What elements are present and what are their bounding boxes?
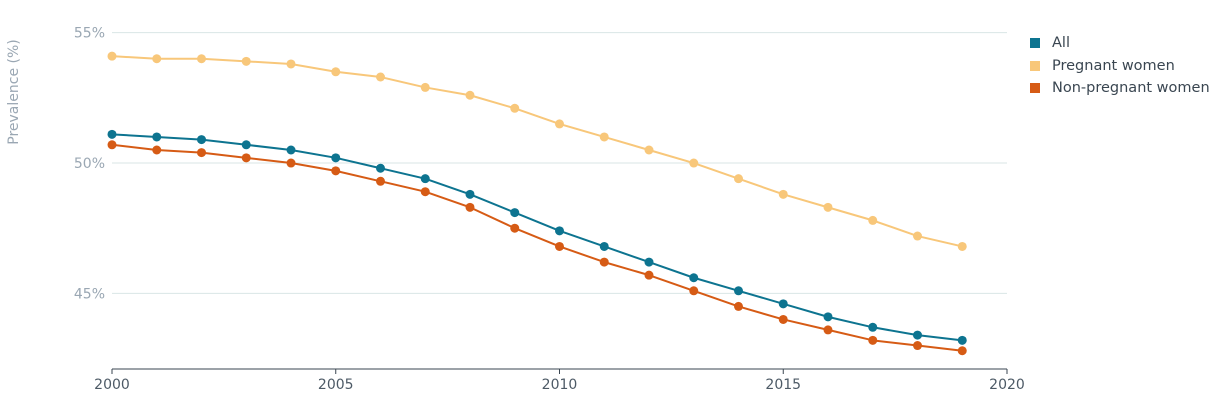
series-line-non-pregnant-women [111,143,963,352]
series-non-pregnant-women [107,140,967,356]
legend-label-non-pregnant-women: Non-pregnant women [1052,80,1210,97]
data-point-pregnant-women-2015[interactable] [778,189,788,199]
data-point-non-pregnant-women-2007[interactable] [420,187,430,197]
data-point-non-pregnant-women-2017[interactable] [868,335,878,345]
x-tick-label-2000: 2000 [94,377,130,393]
data-point-pregnant-women-2002[interactable] [197,54,206,64]
data-point-all-2000[interactable] [107,129,117,139]
y-tick-label-55: 55% [74,26,105,42]
data-point-pregnant-women-2001[interactable] [152,54,162,64]
data-point-all-2003[interactable] [241,140,251,150]
y-tick-label-50: 50% [74,156,105,172]
data-point-all-2014[interactable] [734,286,743,296]
data-point-non-pregnant-women-2000[interactable] [107,140,117,150]
gridlines [112,32,1007,294]
data-point-non-pregnant-women-2010[interactable] [555,241,564,251]
data-point-all-2004[interactable] [286,145,296,155]
series-line-pregnant-women [111,55,963,248]
data-point-pregnant-women-2010[interactable] [555,119,564,129]
data-point-non-pregnant-women-2014[interactable] [734,301,743,311]
legend: All Pregnant women Non-pregnant women [1030,32,1210,100]
y-axis-label: Prevalence (%) [6,39,22,145]
data-point-non-pregnant-women-2003[interactable] [241,153,251,163]
data-point-non-pregnant-women-2018[interactable] [913,341,922,351]
x-tick-label-2020: 2020 [989,377,1025,393]
data-point-all-2002[interactable] [197,135,206,145]
data-point-non-pregnant-women-2009[interactable] [510,223,520,233]
data-point-all-2012[interactable] [644,257,654,267]
legend-item-all[interactable]: All [1030,32,1210,55]
data-point-pregnant-women-2013[interactable] [689,158,699,168]
data-point-pregnant-women-2000[interactable] [107,51,117,61]
data-point-non-pregnant-women-2012[interactable] [644,270,654,280]
data-point-all-2018[interactable] [913,330,922,340]
data-point-all-2015[interactable] [778,299,788,309]
data-point-non-pregnant-women-2005[interactable] [331,166,341,176]
data-point-pregnant-women-2005[interactable] [331,67,341,77]
data-point-non-pregnant-women-2015[interactable] [778,314,788,324]
x-tick-label-2005: 2005 [318,377,354,393]
x-tick-label-2015: 2015 [765,377,801,393]
data-point-non-pregnant-women-2002[interactable] [197,148,206,158]
data-point-pregnant-women-2011[interactable] [599,132,609,142]
data-point-all-2010[interactable] [555,226,564,236]
data-point-pregnant-women-2009[interactable] [510,103,520,113]
data-point-all-2017[interactable] [868,322,878,332]
data-point-non-pregnant-women-2004[interactable] [286,158,296,168]
data-point-non-pregnant-women-2016[interactable] [823,325,833,335]
data-point-pregnant-women-2007[interactable] [420,82,430,92]
x-tick-label-2010: 2010 [542,377,578,393]
data-point-pregnant-women-2019[interactable] [957,241,967,251]
data-point-pregnant-women-2014[interactable] [734,174,743,184]
legend-swatch-pregnant-women [1030,60,1040,71]
x-axis-ticks: 2000 2005 2010 2015 2020 [94,369,1025,393]
data-point-pregnant-women-2006[interactable] [376,72,385,82]
data-point-non-pregnant-women-2019[interactable] [957,346,967,356]
data-point-all-2016[interactable] [823,312,833,322]
series-all [107,129,967,345]
data-point-non-pregnant-women-2011[interactable] [599,257,609,267]
data-point-pregnant-women-2012[interactable] [644,145,654,155]
legend-swatch-non-pregnant-women [1030,83,1040,94]
data-point-pregnant-women-2004[interactable] [286,59,296,69]
data-point-pregnant-women-2008[interactable] [465,90,475,100]
data-point-non-pregnant-women-2013[interactable] [689,286,699,296]
y-tick-label-45: 45% [74,286,105,302]
data-point-all-2013[interactable] [689,273,699,283]
legend-item-non-pregnant-women[interactable]: Non-pregnant women [1030,77,1210,100]
data-point-all-2008[interactable] [465,189,475,199]
data-point-all-2011[interactable] [599,241,609,251]
data-point-all-2019[interactable] [957,335,967,345]
legend-item-pregnant-women[interactable]: Pregnant women [1030,55,1210,78]
data-point-pregnant-women-2003[interactable] [241,56,251,66]
data-point-non-pregnant-women-2006[interactable] [376,176,385,186]
legend-label-all: All [1052,35,1070,52]
series-group [107,51,967,356]
data-point-pregnant-women-2018[interactable] [913,231,922,241]
data-point-all-2007[interactable] [420,174,430,184]
series-line-all [111,133,963,342]
legend-swatch-all [1030,38,1040,49]
data-point-pregnant-women-2017[interactable] [868,215,878,225]
data-point-non-pregnant-women-2001[interactable] [152,145,162,155]
data-point-all-2001[interactable] [152,132,162,142]
data-point-pregnant-women-2016[interactable] [823,202,833,212]
y-axis-ticks: 45% 50% 55% [74,26,105,303]
data-point-all-2006[interactable] [376,163,385,173]
series-pregnant-women [107,51,967,251]
data-point-all-2005[interactable] [331,153,341,163]
data-point-all-2009[interactable] [510,208,520,218]
legend-label-pregnant-women: Pregnant women [1052,57,1175,74]
data-point-non-pregnant-women-2008[interactable] [465,202,475,212]
